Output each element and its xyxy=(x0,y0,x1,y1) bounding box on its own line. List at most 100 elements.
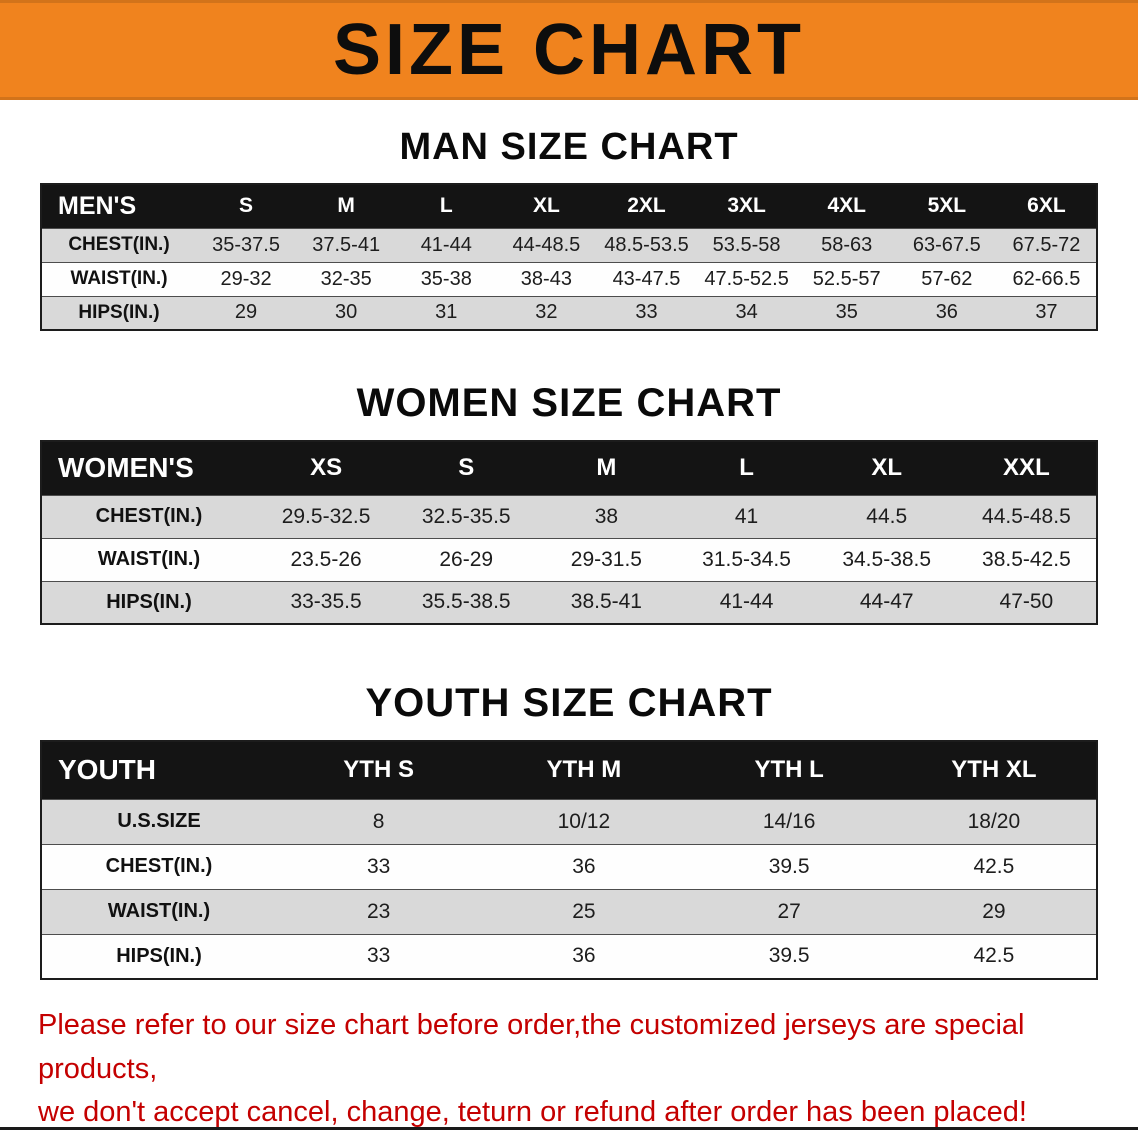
size-value-cell: 36 xyxy=(572,944,596,968)
size-value-cell: 44.5-48.5 xyxy=(982,504,1071,528)
youth-size-table: YOUTH YTH S YTH M YTH L YTH XL U.S.SIZE 8 10/12… xyxy=(40,740,1098,980)
measurement-row-label: HIPS(IN.) xyxy=(116,944,202,967)
measurement-row-label: CHEST(IN.) xyxy=(68,234,170,255)
table-corner-label: YOUTH xyxy=(41,741,276,799)
size-value-cell: 58-63 xyxy=(821,233,873,256)
size-column-header: L xyxy=(396,184,497,228)
size-column-header: 4XL xyxy=(796,184,897,228)
table-row: U.S.SIZE 8 10/12 14/16 18/20 xyxy=(41,799,1097,844)
size-value-cell: 29-32 xyxy=(220,267,272,290)
size-column-header: YTH L xyxy=(686,741,892,799)
measurement-row-label: CHEST(IN.) xyxy=(95,505,203,527)
size-column-header: YTH M xyxy=(481,741,687,799)
size-column-header: XXL xyxy=(956,441,1097,495)
table-row: HIPS(IN.) 29 30 31 32 33 34 35 36 37 xyxy=(41,296,1097,330)
size-value-cell: 38.5-41 xyxy=(570,590,642,614)
size-value-cell: 33 xyxy=(366,944,391,968)
size-column-header: XS xyxy=(256,441,397,495)
size-value-cell: 33 xyxy=(635,301,658,324)
section-youth-size-chart: YOUTH SIZE CHART YOUTH YTH S YTH M YTH L YTH… xyxy=(0,681,1138,980)
size-column-header: S xyxy=(396,441,537,495)
bottom-edge-line xyxy=(0,1127,1138,1130)
size-value-cell: 32.5-35.5 xyxy=(421,504,511,528)
table-row: WAIST(IN.) 23 25 27 29 xyxy=(41,889,1097,934)
size-column-header: M xyxy=(296,184,397,228)
size-value-cell: 39.5 xyxy=(768,854,810,878)
size-value-cell: 14/16 xyxy=(762,809,816,833)
size-value-cell: 8 xyxy=(372,809,385,833)
size-column-header: L xyxy=(676,441,817,495)
size-column-header: XL xyxy=(816,441,957,495)
women-size-table: WOMEN'S XS S M L XL XXL CHEST(IN.) 29.5-32.5 32.5… xyxy=(40,440,1098,625)
size-value-cell: 23 xyxy=(366,899,391,923)
size-value-cell: 44-48.5 xyxy=(512,233,581,256)
table-row: WAIST(IN.) 23.5-26 26-29 29-31.5 31.5-34.5 34… xyxy=(41,538,1097,581)
size-value-cell: 52.5-57 xyxy=(812,267,881,290)
size-value-cell: 57-62 xyxy=(921,267,973,290)
size-value-cell: 27 xyxy=(777,899,801,923)
section-women-size-chart: WOMEN SIZE CHART WOMEN'S XS S M L XL XXL CHEST(… xyxy=(0,381,1138,625)
size-column-header: 3XL xyxy=(696,184,797,228)
size-value-cell: 41 xyxy=(734,504,759,528)
size-column-header: M xyxy=(536,441,677,495)
table-header-row: WOMEN'S XS S M L XL XXL xyxy=(41,441,1097,495)
order-notice: Please refer to our size chart before or… xyxy=(0,1004,1138,1135)
table-corner-label: MEN'S xyxy=(41,184,196,228)
size-value-cell: 32 xyxy=(535,301,558,324)
size-column-header: 5XL xyxy=(896,184,997,228)
size-column-header: 6XL xyxy=(996,184,1097,228)
size-value-cell: 38-43 xyxy=(520,267,572,290)
size-value-cell: 47.5-52.5 xyxy=(704,267,789,290)
page-title: SIZE CHART xyxy=(333,10,805,90)
size-value-cell: 48.5-53.5 xyxy=(604,233,689,256)
notice-line-1: Please refer to our size chart before or… xyxy=(38,1009,1025,1085)
notice-line-2: we don't accept cancel, change, teturn o… xyxy=(38,1096,1027,1128)
size-value-cell: 33 xyxy=(366,854,391,878)
size-column-header: 2XL xyxy=(596,184,697,228)
size-value-cell: 41-44 xyxy=(719,590,774,614)
size-value-cell: 43-47.5 xyxy=(612,267,681,290)
size-value-cell: 44-47 xyxy=(859,590,914,614)
size-value-cell: 44.5 xyxy=(866,504,908,528)
size-column-header: YTH XL xyxy=(891,741,1097,799)
size-value-cell: 29 xyxy=(982,899,1006,923)
size-value-cell: 34 xyxy=(735,301,758,324)
table-row: CHEST(IN.) 35-37.5 37.5-41 41-44 44-48.5 48.5… xyxy=(41,228,1097,262)
youth-section-title: YOUTH SIZE CHART xyxy=(365,681,773,725)
table-row: CHEST(IN.) 29.5-32.5 32.5-35.5 38 41 44.5 44.5… xyxy=(41,495,1097,538)
size-value-cell: 35.5-38.5 xyxy=(421,590,511,614)
size-value-cell: 30 xyxy=(335,301,358,324)
size-value-cell: 42.5 xyxy=(973,944,1015,968)
size-column-header: YTH S xyxy=(276,741,482,799)
size-value-cell: 67.5-72 xyxy=(1012,233,1081,256)
table-row: HIPS(IN.) 33-35.5 35.5-38.5 38.5-41 41-44 44-… xyxy=(41,581,1097,624)
size-value-cell: 38.5-42.5 xyxy=(982,547,1071,571)
table-header-row: YOUTH YTH S YTH M YTH L YTH XL xyxy=(41,741,1097,799)
size-value-cell: 62-66.5 xyxy=(1012,267,1081,290)
size-value-cell: 34.5-38.5 xyxy=(842,547,932,571)
men-size-table: MEN'S S M L XL 2XL 3XL 4XL 5XL 6XL CHEST(IN.) 35-37… xyxy=(40,183,1098,331)
table-row: CHEST(IN.) 33 36 39.5 42.5 xyxy=(41,844,1097,889)
size-value-cell: 31.5-34.5 xyxy=(702,547,791,571)
size-value-cell: 26-29 xyxy=(439,547,494,571)
size-value-cell: 37.5-41 xyxy=(312,233,381,256)
size-value-cell: 33-35.5 xyxy=(290,590,362,614)
table-row: WAIST(IN.) 29-32 32-35 35-38 38-43 43-47.5 47.… xyxy=(41,262,1097,296)
measurement-row-label: HIPS(IN.) xyxy=(106,590,192,613)
size-value-cell: 35-37.5 xyxy=(212,233,280,256)
size-value-cell: 10/12 xyxy=(557,809,611,833)
table-corner-label: WOMEN'S xyxy=(41,441,256,495)
size-value-cell: 53.5-58 xyxy=(712,233,781,256)
measurement-row-label: U.S.SIZE xyxy=(117,810,201,832)
measurement-row-label: WAIST(IN.) xyxy=(107,900,211,922)
size-value-cell: 37 xyxy=(1035,301,1058,324)
size-value-cell: 18/20 xyxy=(967,809,1021,833)
section-men-size-chart: MAN SIZE CHART MEN'S S M L XL 2XL 3XL 4XL 5XL 6XL… xyxy=(0,126,1138,331)
size-value-cell: 63-67.5 xyxy=(912,233,981,256)
measurement-row-label: CHEST(IN.) xyxy=(105,855,213,877)
men-section-title: MAN SIZE CHART xyxy=(399,126,739,168)
size-value-cell: 32-35 xyxy=(320,267,372,290)
size-value-cell: 29 xyxy=(234,301,258,324)
size-value-cell: 29.5-32.5 xyxy=(281,504,371,528)
